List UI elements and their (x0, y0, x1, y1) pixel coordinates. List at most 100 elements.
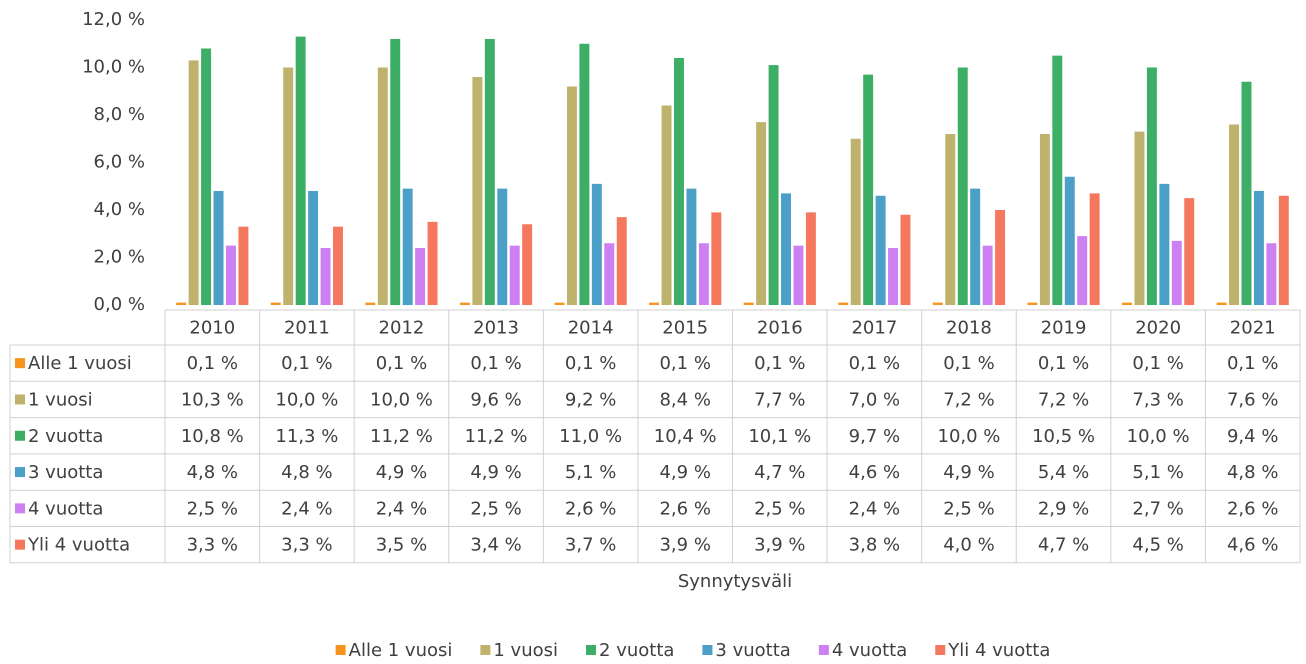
bar (554, 302, 565, 305)
legend-label: 1 vuosi (493, 640, 558, 661)
bar (459, 302, 470, 305)
table-cell: 3,3 % (187, 535, 238, 556)
table-cell: 11,3 % (275, 426, 338, 447)
bar (238, 226, 249, 305)
bar (1064, 176, 1075, 305)
x-tick-label: 2016 (757, 318, 803, 339)
bar (698, 243, 709, 305)
bar (1216, 302, 1227, 305)
bar (522, 224, 533, 305)
table-cell: 10,0 % (275, 389, 338, 410)
y-tick-label: 8,0 % (94, 104, 145, 125)
bar (995, 210, 1006, 305)
bar (320, 248, 331, 305)
bar (390, 39, 401, 305)
table-cell: 4,9 % (376, 462, 427, 483)
bar (270, 302, 281, 305)
table-cell: 4,9 % (659, 462, 710, 483)
bar (472, 77, 483, 305)
table-cell: 0,1 % (565, 353, 616, 374)
bar (604, 243, 615, 305)
table-cell: 7,6 % (1227, 389, 1278, 410)
bar (711, 212, 722, 305)
table-cell: 10,1 % (748, 426, 811, 447)
table-cell: 4,9 % (943, 462, 994, 483)
x-tick-label: 2018 (946, 318, 992, 339)
x-tick-label: 2020 (1135, 318, 1181, 339)
table-cell: 10,0 % (1127, 426, 1190, 447)
bar (661, 105, 672, 305)
bar (333, 226, 343, 305)
bar (1253, 191, 1264, 305)
x-tick-label: 2010 (189, 318, 235, 339)
x-tick-label: 2014 (568, 318, 614, 339)
table-cell: 10,5 % (1032, 426, 1095, 447)
x-tick-label: 2012 (379, 318, 425, 339)
bar (900, 214, 911, 305)
bar (308, 191, 319, 305)
table-cell: 3,4 % (470, 535, 521, 556)
table-cell: 0,1 % (659, 353, 710, 374)
bar (838, 302, 849, 305)
bar (1159, 183, 1170, 305)
bar (1134, 131, 1145, 305)
bar (1278, 195, 1289, 305)
legend-key (818, 645, 829, 655)
table-cell: 4,0 % (943, 535, 994, 556)
y-tick-label: 0,0 % (94, 294, 145, 315)
table-cell: 7,7 % (754, 389, 805, 410)
table-cell: 0,1 % (943, 353, 994, 374)
row-label: 1 vuosi (28, 389, 93, 410)
bar (402, 188, 413, 305)
x-axis-title: Synnytysväli (678, 571, 792, 592)
legend-key (935, 645, 946, 655)
row-key (15, 539, 25, 550)
legend-label: 2 vuotta (599, 640, 674, 661)
table-cell: 3,9 % (659, 535, 710, 556)
table-cell: 2,7 % (1132, 498, 1183, 519)
y-tick-label: 4,0 % (94, 199, 145, 220)
bar (1122, 302, 1132, 305)
bar (591, 183, 602, 305)
table-cell: 3,9 % (754, 535, 805, 556)
bar (932, 302, 943, 305)
legend-key (586, 645, 597, 655)
table-cell: 10,8 % (181, 426, 244, 447)
bar (1027, 302, 1038, 305)
table-cell: 0,1 % (1132, 353, 1183, 374)
row-key (15, 503, 25, 514)
bar (863, 74, 874, 305)
row-label: 4 vuotta (28, 498, 103, 519)
x-tick-label: 2019 (1041, 318, 1087, 339)
bar (781, 193, 791, 305)
table-cell: 0,1 % (470, 353, 521, 374)
table-cell: 5,1 % (1132, 462, 1183, 483)
row-label: 3 vuotta (28, 462, 103, 483)
bar (225, 245, 236, 305)
table-cell: 2,5 % (187, 498, 238, 519)
table-cell: 4,9 % (470, 462, 521, 483)
table-cell: 0,1 % (281, 353, 332, 374)
table-cell: 9,7 % (849, 426, 900, 447)
row-key (15, 394, 25, 405)
row-key (15, 467, 25, 478)
bar (1146, 67, 1157, 305)
table-cell: 0,1 % (1227, 353, 1278, 374)
bar (415, 248, 426, 305)
y-tick-label: 12,0 % (82, 9, 145, 30)
table-cell: 5,1 % (565, 462, 616, 483)
table-cell: 7,3 % (1132, 389, 1183, 410)
table-cell: 0,1 % (1038, 353, 1089, 374)
bar (945, 134, 956, 305)
table-cell: 4,7 % (754, 462, 805, 483)
bar (616, 217, 627, 305)
table-cell: 3,5 % (376, 535, 427, 556)
table-cell: 2,9 % (1038, 498, 1089, 519)
row-key (15, 358, 25, 369)
bar (188, 60, 199, 305)
bar (176, 302, 187, 305)
legend-key (335, 645, 346, 655)
bar (484, 39, 495, 305)
table-cell: 0,1 % (187, 353, 238, 374)
